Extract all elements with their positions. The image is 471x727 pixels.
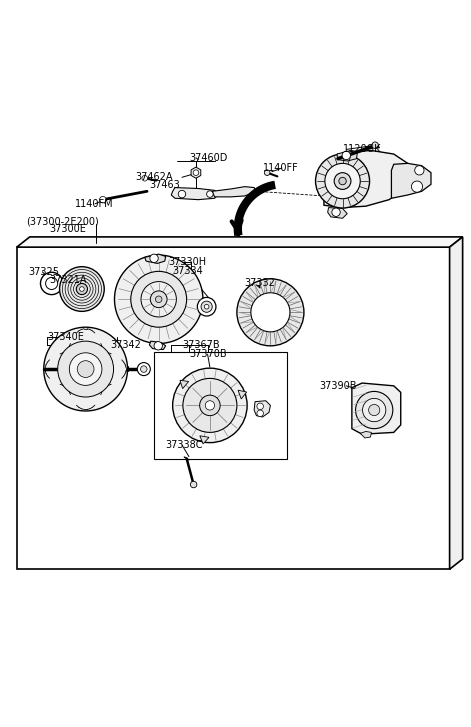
Polygon shape <box>254 401 270 417</box>
Bar <box>154 352 287 459</box>
Circle shape <box>114 255 203 343</box>
Text: 1120GK: 1120GK <box>342 145 381 154</box>
Circle shape <box>205 401 215 410</box>
Text: 37330H: 37330H <box>168 257 206 267</box>
Circle shape <box>77 361 94 377</box>
Text: 37332: 37332 <box>245 278 276 289</box>
Circle shape <box>44 327 128 411</box>
Text: 37321A: 37321A <box>49 276 87 285</box>
Polygon shape <box>238 390 247 399</box>
Circle shape <box>356 391 393 429</box>
Text: 37367B: 37367B <box>182 340 219 350</box>
Circle shape <box>332 208 340 217</box>
Circle shape <box>142 175 147 181</box>
Circle shape <box>257 403 263 409</box>
Circle shape <box>414 166 424 175</box>
Polygon shape <box>324 150 410 208</box>
Polygon shape <box>212 187 256 197</box>
Text: 37460D: 37460D <box>189 153 227 163</box>
Circle shape <box>155 296 162 302</box>
Circle shape <box>197 297 216 316</box>
Circle shape <box>257 410 263 417</box>
Text: 37300E: 37300E <box>49 223 86 233</box>
Polygon shape <box>180 380 189 389</box>
Circle shape <box>150 254 158 262</box>
Polygon shape <box>391 164 431 198</box>
Circle shape <box>264 170 270 175</box>
Circle shape <box>372 142 378 148</box>
Circle shape <box>58 341 114 397</box>
Text: 37334: 37334 <box>173 266 203 276</box>
Circle shape <box>204 305 209 309</box>
Polygon shape <box>145 254 166 263</box>
Circle shape <box>46 278 58 289</box>
Polygon shape <box>450 237 463 569</box>
Polygon shape <box>200 435 209 444</box>
Circle shape <box>251 293 290 332</box>
Circle shape <box>207 190 213 197</box>
Circle shape <box>412 181 422 192</box>
Circle shape <box>69 353 102 385</box>
Text: 1140FM: 1140FM <box>75 199 114 209</box>
Text: 37338C: 37338C <box>166 440 203 450</box>
Circle shape <box>334 173 351 190</box>
Text: 37462A: 37462A <box>136 172 173 182</box>
Circle shape <box>140 366 147 372</box>
Circle shape <box>131 271 187 327</box>
Polygon shape <box>360 431 372 438</box>
Circle shape <box>339 177 346 185</box>
Circle shape <box>342 151 350 160</box>
Circle shape <box>316 154 370 208</box>
Circle shape <box>59 267 104 311</box>
Circle shape <box>190 481 197 488</box>
Polygon shape <box>337 150 357 161</box>
Polygon shape <box>171 188 219 200</box>
Circle shape <box>173 368 247 443</box>
Circle shape <box>201 301 212 313</box>
Text: 1140FF: 1140FF <box>263 163 299 173</box>
Circle shape <box>200 395 220 416</box>
Text: 37370B: 37370B <box>189 349 227 359</box>
Circle shape <box>325 164 360 198</box>
Circle shape <box>137 363 150 376</box>
Text: 37390B: 37390B <box>319 381 357 391</box>
Polygon shape <box>352 383 401 434</box>
Polygon shape <box>17 237 463 247</box>
Text: 37325: 37325 <box>28 267 59 277</box>
Circle shape <box>237 278 304 346</box>
Polygon shape <box>149 341 166 350</box>
Circle shape <box>154 342 162 350</box>
Text: 37342: 37342 <box>110 340 141 350</box>
Circle shape <box>41 273 63 294</box>
Text: 37463: 37463 <box>149 180 180 190</box>
Circle shape <box>193 170 199 175</box>
Circle shape <box>80 286 84 292</box>
Polygon shape <box>328 208 347 218</box>
Circle shape <box>183 378 237 433</box>
Circle shape <box>178 190 186 198</box>
Circle shape <box>150 291 167 308</box>
Circle shape <box>363 398 386 422</box>
Text: 37340E: 37340E <box>47 332 84 342</box>
Circle shape <box>369 404 380 416</box>
Circle shape <box>141 281 176 317</box>
Text: (37300-2E200): (37300-2E200) <box>26 217 99 227</box>
Circle shape <box>76 284 88 294</box>
Circle shape <box>99 196 106 203</box>
Polygon shape <box>191 167 201 178</box>
